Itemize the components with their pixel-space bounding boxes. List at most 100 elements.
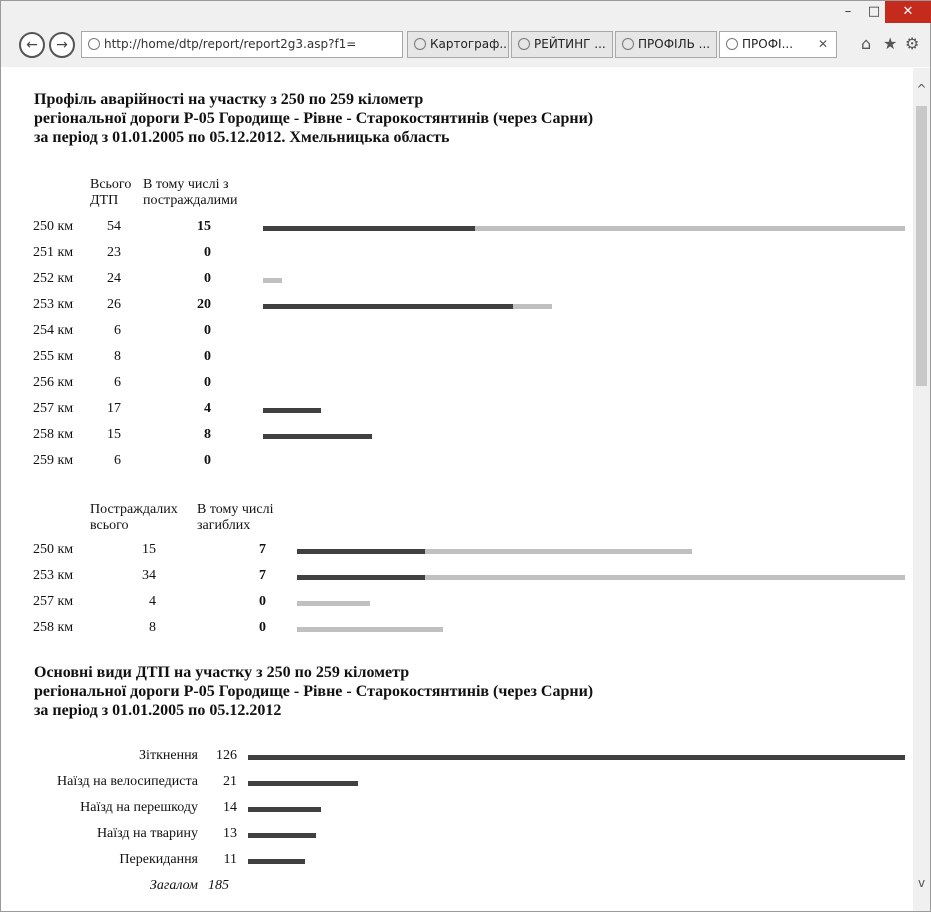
address-bar[interactable]: http://home/dtp/report/report2g3.asp?f1= — [81, 31, 403, 58]
bar-dark — [297, 575, 425, 580]
total-accidents-value: 23 — [107, 245, 121, 260]
accident-type-row: Наїзд на перешкоду 14 — [1, 800, 911, 820]
km-label: 251 км — [33, 245, 74, 260]
scroll-thumb[interactable] — [916, 106, 927, 386]
killed-value: 0 — [259, 620, 266, 635]
bar-dark — [263, 434, 372, 439]
vertical-scrollbar[interactable]: ^ v — [913, 68, 930, 911]
km-label: 254 км — [33, 323, 74, 338]
accident-type-value: 11 — [223, 852, 237, 867]
bar-light — [263, 278, 282, 283]
tab-close-icon[interactable]: ✕ — [817, 37, 828, 51]
ie-tab-icon — [518, 38, 530, 50]
accident-type-label: Наїзд на тварину — [96, 826, 198, 841]
accident-type-label: Наїзд на велосипедиста — [57, 774, 198, 789]
accident-type-row: Перекидання 11 — [1, 852, 911, 872]
total-accidents-value: 6 — [114, 323, 121, 338]
injured-accidents-value: 8 — [204, 427, 211, 442]
back-button[interactable]: ← — [19, 32, 45, 58]
accident-type-bar — [248, 781, 358, 786]
total-accidents-value: 26 — [107, 297, 121, 312]
column-header-victims: всього — [90, 518, 129, 533]
accident-type-bar — [248, 755, 905, 760]
injured-accidents-value: 0 — [204, 323, 211, 338]
bar-light — [263, 226, 905, 231]
injured-accidents-value: 0 — [204, 349, 211, 364]
bar-light — [297, 601, 370, 606]
bar-light — [297, 575, 905, 580]
km-label: 250 км — [33, 542, 74, 557]
total-accidents-value: 54 — [107, 219, 121, 234]
killed-value: 7 — [259, 542, 266, 557]
killed-value: 0 — [259, 594, 266, 609]
tab-label: ПРОФІ... — [742, 37, 794, 51]
accident-type-value: 126 — [216, 748, 237, 763]
accident-type-bar — [248, 859, 305, 864]
km-label: 255 км — [33, 349, 74, 364]
minimize-button[interactable]: – — [844, 4, 852, 19]
km-label: 258 км — [33, 620, 74, 635]
bar-dark — [263, 226, 475, 231]
total-label: Загалом — [149, 878, 198, 893]
bar-dark — [297, 549, 425, 554]
accident-types-title-line: Основні види ДТП на участку з 250 по 259… — [34, 664, 410, 681]
settings-gear-icon[interactable]: ⚙ — [905, 34, 920, 53]
accident-types-title-line: регіональної дороги Р-05 Городище - Рівн… — [34, 683, 594, 700]
victims-value: 4 — [149, 594, 156, 609]
column-header-total: ДТП — [90, 193, 119, 208]
accident-type-label: Перекидання — [119, 852, 198, 867]
table-row: 251 км 23 0 — [1, 245, 911, 265]
bar-light — [297, 627, 443, 632]
browser-chrome: – □ ✕ ← → http://home/dtp/report/report2… — [1, 1, 931, 67]
ie-tab-icon — [622, 38, 634, 50]
injured-accidents-value: 4 — [204, 401, 211, 416]
victims-value: 8 — [149, 620, 156, 635]
victims-value: 15 — [142, 542, 156, 557]
total-accidents-value: 6 — [114, 375, 121, 390]
favorites-star-icon[interactable]: ★ — [883, 34, 898, 53]
tab-3-active[interactable]: ПРОФІ... ✕ — [719, 31, 837, 58]
accident-type-label: Зіткнення — [139, 748, 198, 763]
tab-1[interactable]: РЕЙТИНГ ... — [511, 31, 613, 58]
scroll-down-arrow-icon[interactable]: v — [917, 876, 926, 890]
tab-label: ПРОФІЛЬ ... — [638, 37, 711, 51]
accident-type-row: Зіткнення 126 — [1, 748, 911, 768]
injured-accidents-value: 0 — [204, 271, 211, 286]
injured-accidents-value: 0 — [204, 375, 211, 390]
killed-value: 7 — [259, 568, 266, 583]
column-header-killed: В тому числі — [197, 502, 274, 517]
table-row: 258 км 8 0 — [1, 620, 911, 640]
maximize-button[interactable]: □ — [867, 4, 881, 19]
forward-button[interactable]: → — [49, 32, 75, 58]
table-row: 252 км 24 0 — [1, 271, 911, 291]
table-row: 253 км 34 7 — [1, 568, 911, 588]
table-row: 258 км 15 8 — [1, 427, 911, 447]
table-row: 254 км 6 0 — [1, 323, 911, 343]
column-header-total: Всього — [90, 177, 132, 192]
total-value: 185 — [208, 878, 229, 893]
table-row: 257 км 17 4 — [1, 401, 911, 421]
accident-type-value: 21 — [223, 774, 237, 789]
tab-2[interactable]: ПРОФІЛЬ ... — [615, 31, 717, 58]
km-label: 252 км — [33, 271, 74, 286]
ie-tab-icon — [726, 38, 738, 50]
home-icon[interactable]: ⌂ — [861, 34, 872, 53]
injured-accidents-value: 0 — [204, 453, 211, 468]
close-button[interactable]: ✕ — [885, 1, 931, 23]
table-row: 256 км 6 0 — [1, 375, 911, 395]
total-accidents-value: 15 — [107, 427, 121, 442]
accident-type-value: 13 — [223, 826, 237, 841]
km-label: 250 км — [33, 219, 74, 234]
total-accidents-value: 24 — [107, 271, 121, 286]
km-label: 253 км — [33, 297, 74, 312]
total-accidents-value: 6 — [114, 453, 121, 468]
accident-type-value: 14 — [223, 800, 237, 815]
bar-dark — [263, 304, 513, 309]
tab-0[interactable]: Картограф... — [407, 31, 509, 58]
injured-accidents-value: 15 — [197, 219, 211, 234]
scroll-up-arrow-icon[interactable]: ^ — [916, 82, 927, 96]
table-row: 259 км 6 0 — [1, 453, 911, 473]
table-row: 253 км 26 20 — [1, 297, 911, 317]
injured-accidents-value: 0 — [204, 245, 211, 260]
